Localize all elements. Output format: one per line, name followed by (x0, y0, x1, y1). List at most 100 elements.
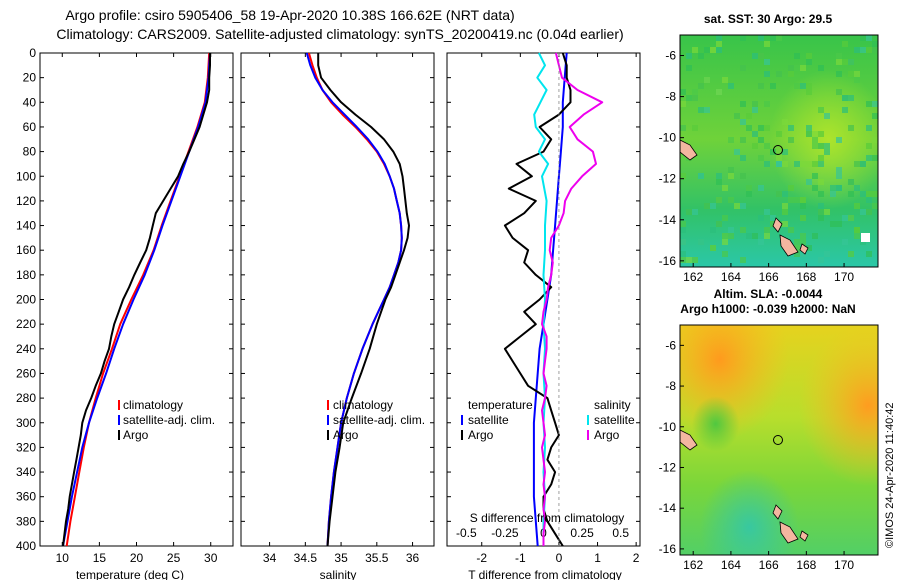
depth-tick-label: 280 (16, 391, 36, 405)
sst-pixel (800, 161, 806, 167)
sst-pixel (716, 179, 722, 185)
sst-pixel (842, 215, 848, 221)
sst-pixel (800, 233, 806, 239)
argo-float-marker (773, 435, 783, 445)
sst-pixel (728, 137, 734, 143)
difference-xlabel: T difference from climatology (468, 568, 622, 580)
sst-pixel (740, 227, 746, 233)
sst-pixel (836, 221, 842, 227)
sst-pixel (800, 239, 806, 245)
sst-pixel (680, 89, 686, 95)
sst-pixel (860, 209, 866, 215)
legend-label-temp-satellite: satellite (468, 413, 509, 427)
difference-lines (503, 52, 604, 547)
sst-pixel (848, 95, 854, 101)
map-x-tick-label: 164 (721, 270, 741, 284)
difference-x-axis: -2 -1 0 1 2 (476, 53, 640, 565)
map-x-tick-label: 168 (796, 558, 816, 572)
x-tick-label: 10 (56, 551, 70, 565)
sst-pixel (812, 185, 818, 191)
sst-pixel (764, 59, 770, 65)
x-tick-label: 36 (406, 551, 420, 565)
sst-pixel (830, 221, 836, 227)
s-tick-label: -0.5 (456, 526, 477, 540)
sst-pixel (800, 203, 806, 209)
sst-pixel (836, 89, 842, 95)
map-y-tick-label: -8 (665, 90, 676, 104)
sst-pixel (722, 215, 728, 221)
island-vanuatu-3 (799, 530, 809, 542)
sst-pixel (794, 65, 800, 71)
sst-pixel (812, 173, 818, 179)
sst-pixel (698, 173, 704, 179)
map-x-tick-label: 166 (759, 558, 779, 572)
map-y-tick-label: -10 (659, 420, 677, 434)
sst-pixel (716, 197, 722, 203)
sst-pixel (692, 95, 698, 101)
sst-pixel (716, 47, 722, 53)
depth-tick-label: 200 (16, 293, 36, 307)
sst-pixel (860, 35, 866, 41)
sst-pixel (680, 101, 686, 107)
sst-pixel (752, 107, 758, 113)
s-tick-label: 0.5 (612, 526, 629, 540)
sst-pixel (770, 215, 776, 221)
sst-pixel (854, 233, 860, 239)
sst-pixel (824, 209, 830, 215)
sst-pixel (692, 209, 698, 215)
sla-map-title: Altim. SLA: -0.0044 (714, 287, 823, 301)
sst-pixel (788, 197, 794, 203)
legend-label-argo: Argo (333, 428, 359, 442)
sst-pixel (800, 197, 806, 203)
sst-pixel (704, 47, 710, 53)
sst-pixel (728, 167, 734, 173)
salinity-legend: climatology satellite-adj. clim. Argo (327, 398, 425, 442)
sst-pixel (866, 101, 872, 107)
sst-pixel (788, 125, 794, 131)
sst-pixel (692, 125, 698, 131)
sst-pixel (758, 53, 764, 59)
sst-pixel (830, 191, 836, 197)
map-y-tick-label: -12 (659, 172, 677, 186)
sst-pixel (758, 83, 764, 89)
depth-tick-label: 80 (23, 145, 37, 159)
sla-map-axes: 162 164 166 168 170 -6 -8 -10 -12 -14 -16 (659, 338, 855, 572)
sst-pixel (788, 137, 794, 143)
sst-pixel (818, 131, 824, 137)
map-x-tick-label: 162 (683, 558, 703, 572)
sla-low-spot (680, 325, 878, 555)
sst-pixel (836, 137, 842, 143)
sst-map-frame (679, 34, 879, 268)
sst-pixel (764, 233, 770, 239)
x-tick-label: -1 (515, 551, 526, 565)
x-tick-label: 25 (167, 551, 181, 565)
sst-pixel (764, 227, 770, 233)
title-line-1: Argo profile: csiro 5905406_58 19-Apr-20… (65, 7, 514, 23)
map-y-tick-label: -10 (659, 131, 677, 145)
sst-pixel (788, 227, 794, 233)
sst-pixel (806, 59, 812, 65)
map-x-tick-label: 170 (834, 270, 854, 284)
sst-pixel (686, 257, 692, 263)
map-y-tick-label: -6 (665, 338, 676, 352)
sst-pixel (794, 197, 800, 203)
sst-pixel (854, 185, 860, 191)
sst-pixel (842, 107, 848, 113)
sst-pixel (818, 179, 824, 185)
sst-pixel (818, 161, 824, 167)
sst-pixel (848, 215, 854, 221)
map-x-tick-label: 170 (834, 558, 854, 572)
sst-missing-data (861, 233, 870, 242)
legend-label-satellite: satellite-adj. clim. (123, 413, 215, 427)
sst-pixel (716, 221, 722, 227)
sst-map-panel: sat. SST: 30 Argo: 29.5 (659, 12, 879, 284)
sst-pixel (788, 71, 794, 77)
x-tick-label: -2 (476, 551, 487, 565)
x-tick-label: 1 (594, 551, 601, 565)
sst-pixel (848, 125, 854, 131)
sst-pixel (812, 161, 818, 167)
sst-pixel (848, 251, 854, 257)
sst-pixel (782, 221, 788, 227)
sst-pixel (872, 155, 878, 161)
temperature-xlabel: temperature (deg C) (76, 568, 184, 580)
